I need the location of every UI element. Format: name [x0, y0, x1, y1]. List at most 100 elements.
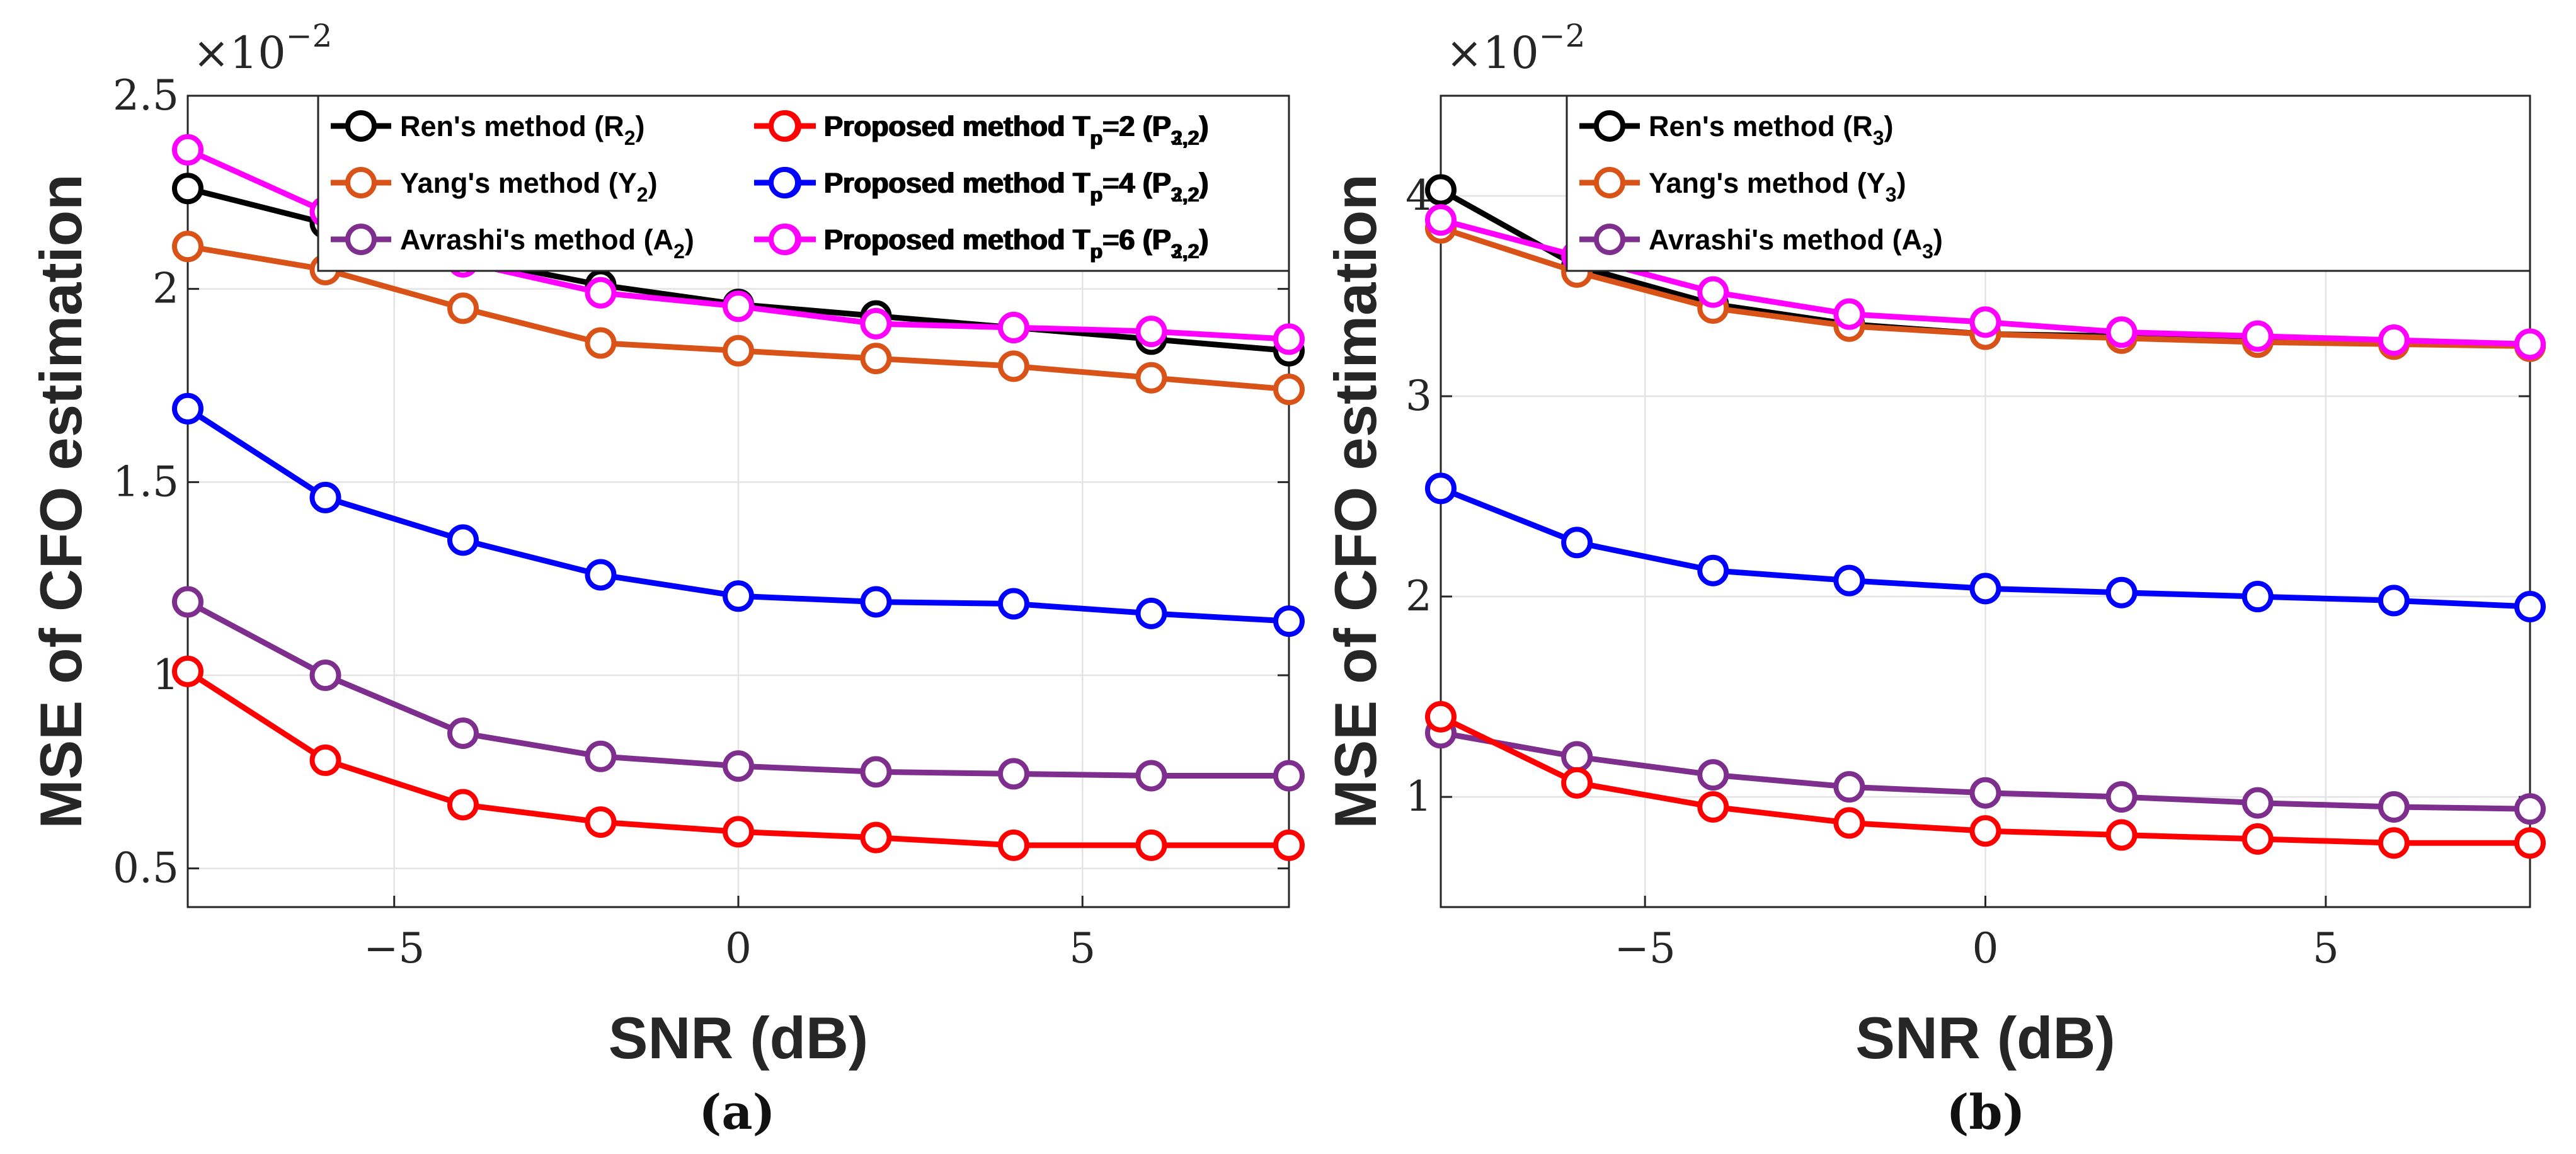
y-tick-label-0: 1 [1405, 772, 1432, 821]
y-exponent-label: ×10−2 [193, 18, 332, 79]
legend-label-sub: 2 [637, 183, 648, 206]
legend-label-pre-sub: p [1091, 240, 1104, 263]
data-point-s5-4 [1969, 306, 2001, 338]
legend-label-1: Yang's method (Y3) [1649, 167, 1906, 206]
legend-label-sub: 3,2 [1171, 240, 1198, 263]
data-point-s3-2 [1697, 791, 1729, 823]
legend-label-sub: 2,2 [1172, 183, 1199, 206]
data-point-s0-0 [172, 173, 203, 205]
legend-label-pre-sub: p [1090, 183, 1102, 206]
legend-label-main: Ren's method (R [1649, 110, 1873, 142]
data-point-s4-4 [1969, 573, 2001, 605]
legend-label-sub: 2 [624, 127, 636, 149]
data-point-s5-2 [1697, 276, 1729, 308]
legend-label-main: Yang's method (Y [1649, 167, 1886, 199]
legend-marker-5 [769, 224, 800, 255]
y-tick-label-0: 0.5 [113, 844, 179, 893]
data-point-s3-2 [447, 789, 479, 821]
data-point-s4-1 [1561, 527, 1593, 559]
y-tick-label-1: 2 [1405, 572, 1432, 620]
data-point-s0-0 [1425, 174, 1457, 206]
data-point-s4-6 [2241, 581, 2274, 613]
data-point-s5-3 [1833, 298, 1865, 330]
legend-label-pre-tail: =4 (P [1103, 167, 1172, 199]
data-point-s4-5 [860, 586, 892, 618]
x-tick-label-2: 5 [2313, 924, 2339, 973]
data-point-s2-2 [447, 717, 479, 749]
legend-label-main: Proposed method T [823, 167, 1090, 199]
legend-label-tail: ) [1198, 224, 1208, 256]
legend-label-sub: 2,2 [1172, 127, 1199, 149]
legend-label-tail: ) [1933, 224, 1943, 256]
data-point-s1-0 [172, 231, 203, 263]
y-exponent-power: −2 [1539, 18, 1586, 54]
legend-marker-2 [345, 224, 377, 255]
legend-label-tail: ) [1198, 167, 1208, 199]
data-point-s2-5 [2105, 781, 2138, 813]
y-tick-label-3: 2 [152, 265, 179, 313]
data-point-s2-1 [309, 660, 341, 691]
data-point-s3-1 [1561, 767, 1593, 799]
legend-label-tail: ) [1199, 110, 1209, 142]
legend-label-sub: 2 [673, 240, 685, 263]
legend-label-pre-sub: p [1090, 240, 1102, 263]
data-point-s3-6 [2241, 823, 2274, 855]
data-point-s5-8 [2514, 328, 2546, 360]
data-point-s2-8 [2514, 793, 2546, 825]
x-tick-label-0: −5 [1615, 924, 1676, 973]
y-axis-title: MSE of CFO estimation [1322, 174, 1388, 828]
legend-label-main: Avrashi's method (A [400, 224, 673, 256]
y-tick-label-2: 3 [1405, 372, 1432, 420]
data-point-s4-7 [2378, 585, 2410, 617]
legend-marker-1 [1594, 167, 1625, 198]
data-point-s4-3 [1833, 564, 1865, 597]
legend-label-1: Yang's method (Y2) [400, 167, 658, 206]
y-exponent-base: ×10 [193, 27, 286, 79]
legend-label-tail: ) [1884, 110, 1894, 142]
legend-marker-2 [1594, 224, 1625, 255]
data-point-s3-0 [172, 655, 203, 687]
legend-label-0: Ren's method (R2) [400, 110, 645, 149]
data-point-s3-8 [2514, 827, 2546, 859]
legend: Ren's method (R3)Yang's method (Y3)Avras… [754, 94, 2531, 272]
x-tick-label-0: −5 [364, 924, 425, 973]
y-exponent-power: −2 [286, 18, 333, 54]
data-point-s4-2 [1697, 554, 1729, 586]
legend-marker-1 [345, 167, 377, 198]
y-exponent-label: ×10−2 [1446, 18, 1585, 79]
data-point-s4-2 [447, 524, 479, 556]
legend-label-tail: ) [648, 167, 658, 199]
data-point-s4-6 [998, 588, 1029, 620]
x-axis-title: SNR (dB) [1855, 1005, 2115, 1071]
data-point-s2-7 [1135, 760, 1167, 792]
data-point-s2-3 [585, 740, 617, 772]
y-axis-title: MSE of CFO estimation [28, 174, 94, 828]
data-point-s3-3 [585, 806, 617, 838]
legend-label-tail: ) [636, 110, 645, 142]
y-tick-label-2: 1.5 [113, 457, 179, 506]
data-point-s2-2 [1697, 759, 1729, 791]
data-point-s4-8 [2514, 590, 2546, 622]
x-tick-label-1: 0 [725, 924, 752, 973]
legend-label-4: Proposed method Tp=4 (P2,2) [825, 167, 1209, 206]
legend-label-pre-sub: p [1091, 183, 1104, 206]
data-point-s3-5 [860, 821, 892, 854]
data-point-s3-3 [1833, 807, 1865, 839]
legend-label-3: Proposed method Tp=2 (P3,2) [823, 110, 1208, 149]
legend-label-sub: 3 [1886, 183, 1897, 206]
legend-marker-3 [769, 110, 800, 142]
legend-marker-4 [769, 167, 800, 198]
data-point-s3-7 [1135, 829, 1167, 861]
legend-label-main: Proposed method T [823, 224, 1090, 256]
data-point-s5-0 [172, 134, 203, 166]
legend-label-sub: 3 [1873, 127, 1884, 149]
y-tick-label-4: 2.5 [113, 71, 179, 120]
legend-label-3: Proposed method Tp=2 (P2,2) [825, 110, 1209, 149]
data-point-s5-4 [723, 290, 754, 323]
legend-label-pre-tail: =6 (P [1102, 224, 1171, 256]
data-point-s1-8 [1273, 374, 1305, 406]
sub-caption: (b) [1946, 1084, 2025, 1140]
data-point-s4-0 [1425, 472, 1457, 505]
